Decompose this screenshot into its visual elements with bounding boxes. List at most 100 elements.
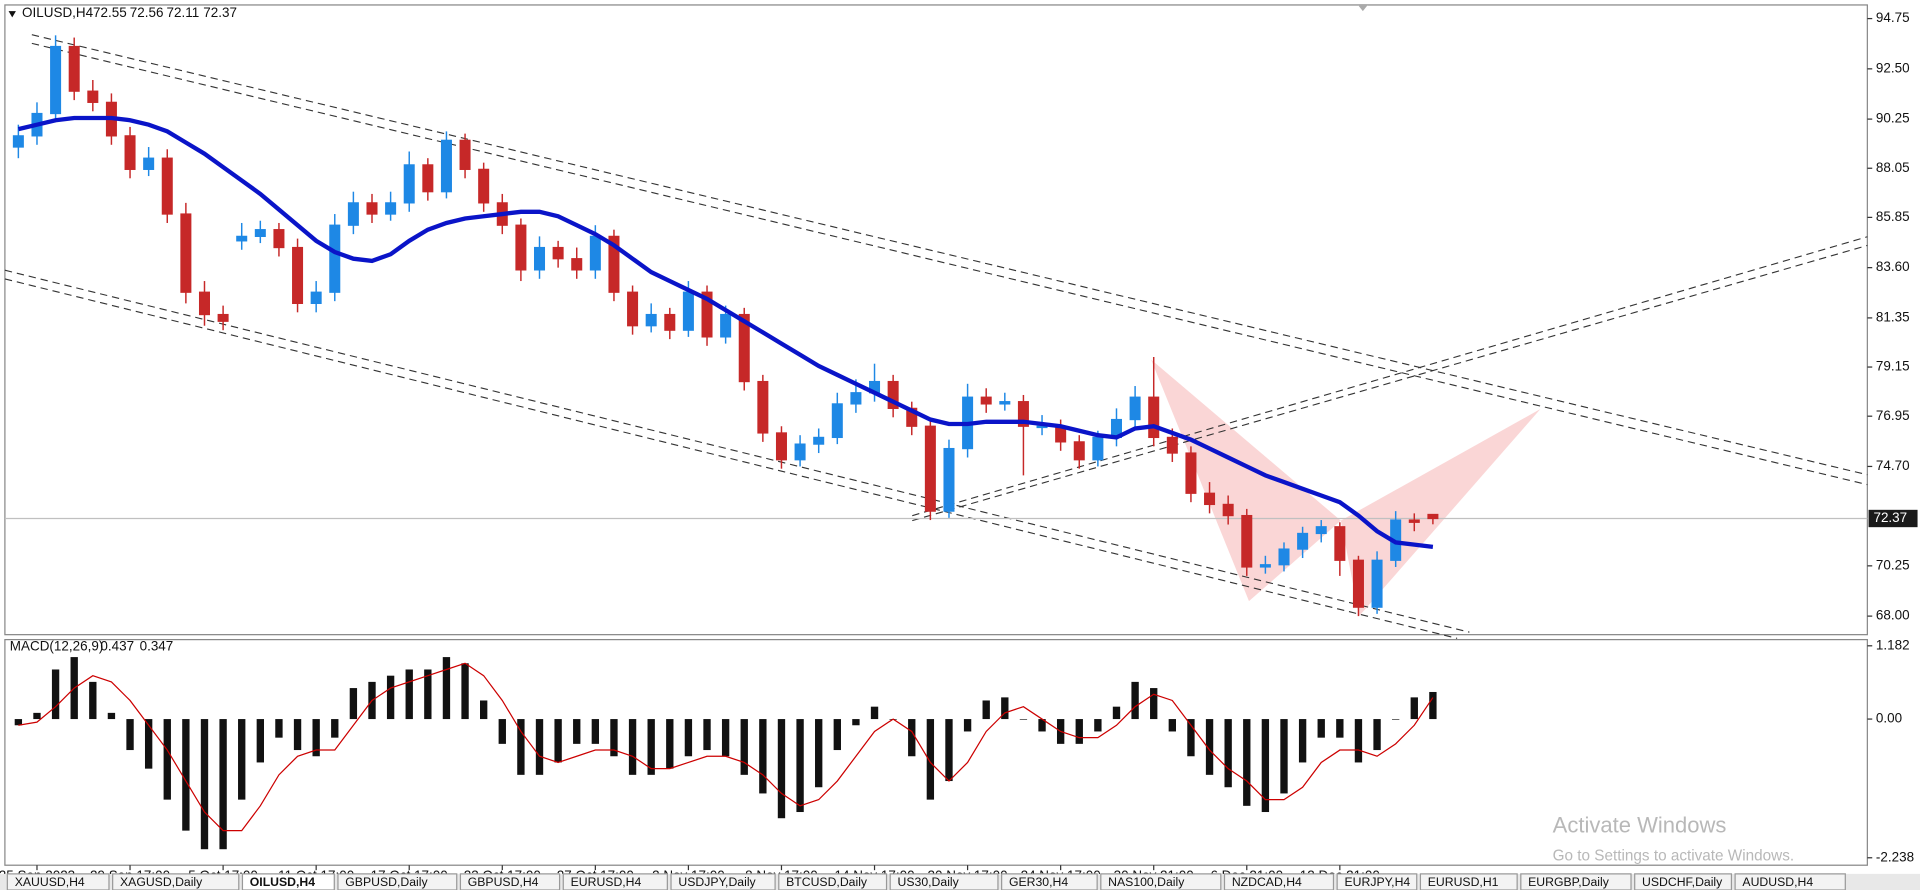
candle-body (217, 313, 229, 322)
candle-body (161, 157, 173, 215)
open-value: 72.55 (93, 5, 127, 20)
candle-body (813, 436, 825, 445)
macd-bar (405, 669, 413, 720)
candle-body (1315, 526, 1327, 535)
candle-body (1092, 436, 1104, 461)
candle-body (738, 313, 750, 383)
macd-bar (51, 669, 60, 720)
macd-bar (1354, 719, 1363, 763)
macd-y-tick-label: -2.238 (1876, 849, 1914, 864)
macd-bar (1001, 697, 1009, 720)
tab-label[interactable]: GER30,H4 (1009, 875, 1068, 889)
tab[interactable] (6, 873, 110, 890)
tab[interactable] (1419, 873, 1518, 890)
tab-label[interactable]: GBPUSD,Daily (345, 875, 428, 889)
shift-marker (1357, 4, 1368, 12)
trend-line (31, 42, 1868, 486)
tab[interactable] (1223, 873, 1335, 890)
candle-body (701, 291, 713, 338)
y-tick-label: 70.25 (1876, 557, 1910, 572)
macd-bar (610, 719, 618, 757)
signal-value: 0.347 (140, 639, 174, 654)
candle-body (664, 313, 676, 331)
tab-label[interactable]: EURGBP,Daily (1528, 875, 1610, 889)
macd-bar (1336, 719, 1344, 738)
tab[interactable] (1634, 873, 1733, 890)
macd-bar (1373, 719, 1381, 751)
tab[interactable] (889, 873, 999, 890)
tab-label[interactable]: EURUSD,H1 (1428, 875, 1499, 889)
macd-bar (1205, 719, 1214, 775)
tab[interactable] (562, 873, 668, 890)
tab-label[interactable]: NAS100,Daily (1108, 875, 1185, 889)
macd-bar (461, 663, 469, 720)
macd-bar (200, 719, 209, 850)
candle-body (534, 246, 546, 271)
macd-y-tick-label: 1.182 (1876, 637, 1910, 652)
watermark-title: Activate Windows (1553, 813, 1727, 838)
tab-label[interactable]: USDCHF,Daily (1642, 875, 1723, 889)
macd-bar (1224, 719, 1232, 788)
macd-bar (666, 719, 674, 769)
tab-label[interactable]: BTCUSD,Daily (786, 875, 868, 889)
macd-bar (1131, 681, 1139, 720)
macd-bar (759, 719, 767, 794)
macd-value: 0.437 (100, 639, 134, 654)
candle-body (1371, 559, 1383, 608)
tab[interactable] (1520, 873, 1632, 890)
tab-label[interactable]: USDJPY,Daily (678, 875, 756, 889)
macd-bar (963, 719, 972, 732)
tab[interactable] (778, 873, 888, 890)
candle-body (1185, 452, 1197, 494)
candle-body (924, 425, 936, 512)
candle-body (571, 258, 583, 271)
macd-bar (945, 719, 953, 782)
candle-body (645, 313, 657, 327)
tab-label[interactable]: EURJPY,H4 (1344, 875, 1410, 889)
macd-bar (815, 719, 823, 788)
macd-bar (1094, 719, 1102, 732)
macd-bar (1150, 688, 1158, 720)
macd-bar (182, 719, 190, 831)
tab[interactable] (1100, 873, 1222, 890)
candle-body (403, 164, 415, 204)
tab-label[interactable]: AUDUSD,H4 (1742, 875, 1813, 889)
candle-body (1129, 396, 1141, 421)
tab[interactable] (112, 873, 240, 890)
y-tick-label: 90.25 (1876, 111, 1910, 126)
macd-panel (4, 638, 1868, 866)
tab-label[interactable]: OILUSD,H4 (250, 875, 315, 889)
macd-signal (18, 662, 1434, 832)
candle-body (273, 229, 285, 249)
tab-label[interactable]: NZDCAD,H4 (1232, 875, 1302, 889)
macd-bar (684, 719, 693, 757)
candle-body (589, 235, 601, 271)
tab-label[interactable]: XAGUSD,Daily (120, 875, 203, 889)
trend-line (912, 244, 1868, 522)
candle-body (831, 403, 843, 439)
candle-body (1222, 503, 1234, 517)
macd-bar (1243, 719, 1251, 806)
candle-body (329, 224, 341, 293)
macd-bar (535, 719, 544, 775)
candle-body (887, 380, 899, 409)
y-tick-label: 85.85 (1876, 209, 1910, 224)
tab-label[interactable]: XAUUSD,H4 (15, 875, 85, 889)
tab[interactable] (459, 873, 561, 890)
candle-body (1259, 564, 1271, 568)
tab[interactable] (1734, 873, 1846, 890)
tab-label[interactable]: US30,Daily (898, 875, 960, 889)
tab-label[interactable]: GBPUSD,H4 (468, 875, 539, 889)
tab[interactable] (337, 873, 458, 890)
candle-body (720, 313, 732, 338)
tab[interactable] (1001, 873, 1098, 890)
tab[interactable] (1336, 873, 1418, 890)
candle-body (1017, 401, 1029, 427)
tab-label[interactable]: EURUSD,H4 (571, 875, 642, 889)
candle-body (440, 139, 452, 193)
macd-bar (144, 719, 153, 769)
macd-bar (498, 719, 506, 744)
y-tick-label: 68.00 (1876, 608, 1910, 623)
tab[interactable] (670, 873, 776, 890)
tab[interactable] (241, 873, 335, 890)
